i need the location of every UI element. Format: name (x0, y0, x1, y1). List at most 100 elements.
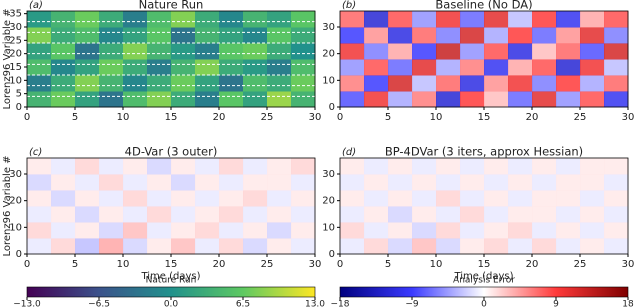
heat-cell (267, 27, 292, 44)
heat-cell (508, 91, 533, 108)
heat-cell (27, 222, 52, 239)
heat-cell (123, 174, 148, 191)
heat-cell (51, 11, 76, 28)
heat-cell (532, 222, 557, 239)
x-tick-label: 20 (526, 259, 539, 270)
heat-cell (388, 158, 413, 175)
x-tick-label: 5 (72, 259, 78, 270)
heat-cell (99, 238, 124, 255)
heat-cell (508, 206, 533, 223)
heat-cell (388, 206, 413, 223)
heat-cell (580, 222, 605, 239)
x-tick-label: 0 (24, 259, 30, 270)
heat-cell (267, 91, 292, 108)
colorbar-tick-label: 0 (481, 300, 487, 308)
heat-cell (532, 206, 557, 223)
heat-cell (532, 238, 557, 255)
heat-cell (123, 27, 148, 44)
heat-cell (604, 91, 629, 108)
heat-cell (556, 190, 581, 207)
heat-cell (412, 222, 437, 239)
heat-cell (75, 206, 100, 223)
heat-cell (604, 75, 629, 92)
heat-cell (508, 43, 533, 60)
y-tick-label: 35 (9, 9, 22, 20)
heat-cell (267, 75, 292, 92)
heat-cell (556, 27, 581, 44)
heat-cell (412, 206, 437, 223)
heat-cell (460, 222, 485, 239)
heat-cell (532, 59, 557, 76)
heat-cell (484, 11, 509, 28)
x-tick-label: 15 (165, 259, 178, 270)
x-tick-label: 15 (478, 259, 491, 270)
heat-cell (291, 59, 316, 76)
heat-cell (291, 27, 316, 44)
x-tick-label: 15 (165, 112, 178, 123)
heat-cell (340, 43, 365, 60)
colorbar-tick-label: 13.0 (305, 300, 325, 308)
heat-cell (412, 238, 437, 255)
y-tick-label: 20 (322, 49, 335, 60)
colorbar-tick-label: −18 (331, 300, 350, 308)
heat-cell (291, 222, 316, 239)
heat-cell (99, 158, 124, 175)
heat-cell (340, 206, 365, 223)
heat-cell (219, 75, 244, 92)
heat-cell (147, 158, 172, 175)
heat-cell (508, 11, 533, 28)
heat-cell (436, 91, 461, 108)
heat-cell (460, 174, 485, 191)
heat-cell (147, 11, 172, 28)
heat-cell (388, 27, 413, 44)
heat-cell (219, 222, 244, 239)
heat-cell (460, 27, 485, 44)
x-tick-label: 30 (622, 112, 635, 123)
heat-cell (532, 75, 557, 92)
heat-cell (460, 158, 485, 175)
heat-cell (604, 174, 629, 191)
heat-cell (364, 27, 389, 44)
heat-cell (388, 222, 413, 239)
heat-cell (580, 11, 605, 28)
heat-cell (51, 75, 76, 92)
heat-cell (364, 238, 389, 255)
heat-cell (195, 59, 220, 76)
heat-cell (195, 158, 220, 175)
heat-cell (267, 174, 292, 191)
panel-label: (c) (29, 147, 42, 158)
heat-cell (51, 190, 76, 207)
x-tick-label: 25 (574, 259, 587, 270)
heat-cell (171, 11, 196, 28)
heat-cell (243, 11, 268, 28)
heat-cell (340, 190, 365, 207)
heat-cell (27, 206, 52, 223)
heat-cell (195, 190, 220, 207)
heat-cell (340, 91, 365, 108)
heat-cell (219, 59, 244, 76)
heat-cell (171, 75, 196, 92)
x-tick-label: 0 (337, 259, 343, 270)
heat-cell (219, 43, 244, 60)
heat-cell (436, 206, 461, 223)
x-tick-label: 5 (72, 112, 78, 123)
x-tick-label: 15 (478, 112, 491, 123)
heat-cell (51, 174, 76, 191)
heat-cell (291, 75, 316, 92)
heat-cell (532, 158, 557, 175)
colorbar-title: Nature Run (146, 276, 197, 286)
heat-cell (99, 43, 124, 60)
colorbar-tick-label: −9 (405, 300, 419, 308)
heat-cell (147, 91, 172, 108)
heat-cell (147, 27, 172, 44)
heat-cell (364, 222, 389, 239)
heat-cell (436, 222, 461, 239)
x-axis-label: Time (days) (453, 271, 513, 282)
heat-cell (123, 158, 148, 175)
heat-cell (460, 75, 485, 92)
heat-cell (75, 174, 100, 191)
heat-cell (508, 75, 533, 92)
heat-cell (123, 43, 148, 60)
y-tick-label: 30 (9, 22, 22, 33)
